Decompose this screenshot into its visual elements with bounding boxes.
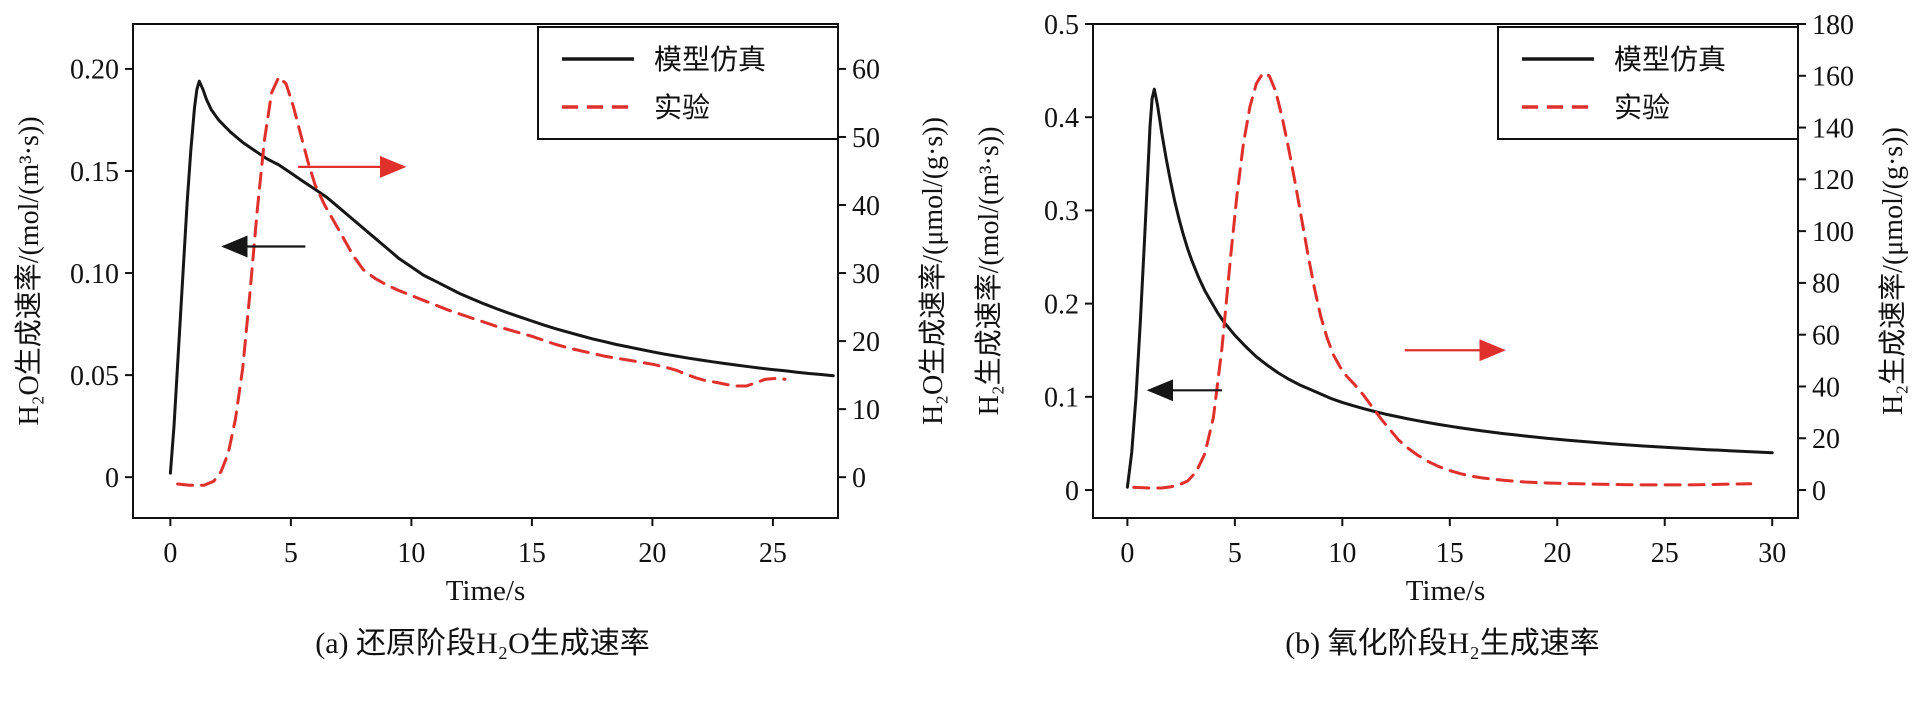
x-tick-label: 5	[1227, 538, 1241, 569]
x-axis-label: Time/s	[445, 575, 525, 607]
y-right-tick-label: 60	[852, 55, 880, 86]
x-tick-label: 0	[1120, 538, 1134, 569]
y-left-tick-label: 0.15	[70, 157, 119, 188]
y-right-tick-label: 120	[1812, 165, 1854, 196]
x-tick-label: 25	[758, 538, 786, 569]
x-tick-label: 20	[638, 538, 666, 569]
y-left-tick-label: 0.2	[1044, 289, 1079, 320]
x-tick-label: 0	[163, 538, 177, 569]
y-right-axis-label: H₂O生成速率/(μmol/(g·s))	[917, 117, 949, 425]
y-right-tick-label: 30	[852, 259, 880, 290]
model-curve	[168, 79, 835, 475]
y-right-tick-label: 60	[1812, 320, 1840, 351]
y-left-tick-label: 0.20	[70, 55, 119, 86]
chart-b-canvas: 0 5 10 15 20 25 30 0 0.1 0.2 0.3 0.4 0.5 0 20 40 60 80 100…	[973, 10, 1909, 607]
y-left-tick-label: 0	[105, 463, 119, 494]
chart-a-caption: (a) 还原阶段H₂O生成速率	[315, 627, 650, 660]
chart-a: 0 5 10 15 20 25 0 0.05 0.10 0.15 0.20 0 10 20 30 40 50 60…	[8, 10, 958, 662]
y-left-tick-label: 0	[1065, 476, 1079, 507]
x-tick-label: 25	[1650, 538, 1678, 569]
y-right-tick-label: 180	[1812, 10, 1854, 41]
x-tick-label: 5	[283, 538, 297, 569]
y-left-tick-label: 0.3	[1044, 196, 1079, 227]
y-right-tick-label: 0	[852, 463, 866, 494]
plot-frame	[131, 23, 839, 519]
x-tick-label: 10	[397, 538, 425, 569]
x-tick-label: 10	[1328, 538, 1356, 569]
x-tick-label: 20	[1543, 538, 1571, 569]
y-left-tick-label: 0.1	[1044, 383, 1079, 414]
legend-label: 实验	[654, 92, 710, 124]
y-left-tick-label: 0.10	[70, 259, 119, 290]
y-right-tick-label: 80	[1812, 269, 1840, 300]
y-right-tick-label: 100	[1812, 217, 1854, 248]
y-right-tick-label: 10	[852, 395, 880, 426]
x-tick-label: 30	[1758, 538, 1786, 569]
y-right-tick-label: 140	[1812, 113, 1854, 144]
legend-label: 模型仿真	[1614, 44, 1726, 76]
y-right-axis-label: H₂生成速率/(μmol/(g·s))	[1877, 127, 1909, 415]
chart-a-canvas: 0 5 10 15 20 25 0 0.05 0.10 0.15 0.20 0 10 20 30 40 50 60…	[13, 23, 949, 607]
plot-frame	[1091, 23, 1799, 519]
y-right-tick-label: 40	[852, 191, 880, 222]
y-right-tick-label: 40	[1812, 372, 1840, 403]
y-right-tick-label: 50	[852, 123, 880, 154]
chart-b: 0 5 10 15 20 25 30 0 0.1 0.2 0.3 0.4 0.5 0 20 40 60 80 100…	[968, 10, 1918, 662]
y-left-tick-label: 0.5	[1044, 10, 1079, 41]
legend-label: 实验	[1614, 92, 1670, 124]
experiment-curve	[175, 75, 786, 487]
chart-b-caption: (b) 氧化阶段H₂生成速率	[1285, 627, 1600, 660]
y-left-axis-label: H₂生成速率/(mol/(m³·s))	[973, 127, 1005, 416]
figure-panel: 0 5 10 15 20 25 0 0.05 0.10 0.15 0.20 0 10 20 30 40 50 60…	[8, 10, 1918, 662]
x-axis-label: Time/s	[1405, 575, 1485, 607]
y-right-tick-label: 160	[1812, 62, 1854, 93]
y-right-tick-label: 20	[1812, 424, 1840, 455]
y-left-tick-label: 0.05	[70, 361, 119, 392]
model-curve	[1125, 87, 1774, 489]
y-left-axis-label: H₂O生成速率/(mol/(m³·s))	[13, 116, 45, 425]
legend-label: 模型仿真	[654, 44, 766, 76]
x-tick-label: 15	[1435, 538, 1463, 569]
experiment-curve	[1131, 71, 1752, 490]
legend-box	[536, 26, 839, 140]
x-tick-label: 15	[517, 538, 545, 569]
y-right-tick-label: 20	[852, 327, 880, 358]
legend-box	[1496, 26, 1799, 140]
y-right-tick-label: 0	[1812, 476, 1826, 507]
y-left-tick-label: 0.4	[1044, 103, 1079, 134]
